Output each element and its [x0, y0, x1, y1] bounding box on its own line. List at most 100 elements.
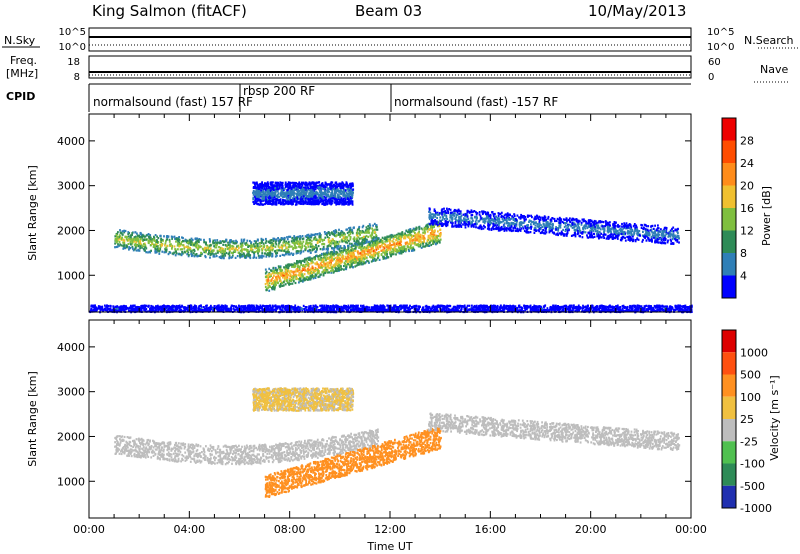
data-cell — [313, 247, 316, 251]
data-cell — [295, 201, 298, 204]
data-cell — [356, 228, 359, 231]
data-cell — [299, 186, 302, 189]
data-cell — [393, 249, 396, 252]
data-cell — [338, 198, 341, 201]
data-cell — [272, 239, 275, 242]
data-cell — [216, 249, 219, 252]
data-cell — [185, 245, 188, 249]
data-cell — [349, 197, 352, 200]
data-cell — [303, 260, 306, 263]
data-cell — [321, 243, 323, 246]
data-cell — [327, 244, 330, 247]
data-cell — [657, 227, 660, 230]
data-cell — [361, 250, 364, 254]
data-cell — [365, 226, 368, 229]
data-cell — [355, 245, 358, 248]
data-cell — [322, 270, 325, 274]
data-cell — [185, 250, 188, 253]
data-cell — [554, 219, 556, 223]
data-cell — [428, 244, 431, 247]
data-cell — [293, 242, 295, 245]
data-cell — [208, 250, 210, 253]
data-cell — [151, 242, 154, 245]
data-cell — [395, 253, 397, 256]
data-cell — [331, 238, 334, 241]
data-cell — [299, 246, 302, 249]
data-cell — [528, 219, 531, 222]
data-cell — [335, 245, 338, 248]
data-cell — [138, 235, 141, 239]
data-cell — [277, 244, 280, 247]
data-cell — [298, 197, 300, 200]
data-cell — [526, 229, 528, 232]
data-cell — [281, 184, 284, 187]
data-cell — [122, 247, 125, 250]
data-cell — [360, 263, 363, 266]
data-cell — [343, 189, 345, 193]
data-cell — [196, 240, 198, 244]
data-cell — [261, 249, 264, 252]
data-cell — [321, 198, 324, 201]
data-cell — [353, 239, 356, 242]
data-cell — [293, 270, 295, 273]
data-cell — [652, 236, 655, 239]
data-cell — [285, 264, 287, 267]
data-cell — [331, 184, 334, 187]
data-cell — [361, 243, 363, 246]
data-cell — [459, 219, 462, 222]
data-cell — [229, 245, 232, 248]
data-cell — [310, 271, 313, 275]
data-cell — [361, 254, 364, 257]
data-cell — [259, 183, 261, 186]
data-cell — [311, 185, 314, 188]
data-cell — [304, 199, 307, 202]
data-cell — [268, 200, 271, 203]
data-cell — [321, 271, 324, 274]
data-cell — [267, 286, 270, 289]
data-cell — [276, 190, 279, 193]
data-cell — [334, 241, 336, 245]
data-cell — [390, 233, 393, 237]
data-cell — [345, 265, 348, 268]
data-cell — [587, 220, 590, 223]
data-cell — [267, 248, 269, 251]
data-cell — [136, 244, 138, 247]
data-cell — [303, 191, 306, 194]
data-cell — [292, 183, 295, 186]
data-cell — [389, 242, 391, 245]
data-cell — [272, 244, 275, 247]
data-cell — [331, 189, 334, 192]
data-cell — [308, 202, 311, 206]
data-cell — [346, 251, 348, 254]
data-cell — [317, 257, 320, 260]
data-cell — [342, 232, 345, 236]
data-cell — [140, 233, 143, 236]
data-cell — [281, 282, 283, 285]
data-cell — [145, 238, 148, 241]
data-cell — [371, 237, 374, 240]
data-cell — [329, 262, 332, 265]
data-cell — [329, 194, 332, 198]
data-cell — [271, 276, 274, 279]
data-cell — [295, 252, 298, 255]
data-cell — [309, 234, 311, 238]
data-cell — [256, 242, 259, 246]
data-cell — [268, 252, 271, 255]
data-cell — [375, 258, 378, 261]
data-cell — [316, 261, 318, 264]
data-cell — [351, 194, 353, 197]
data-cell — [119, 237, 121, 240]
data-cell — [255, 191, 258, 194]
data-cell — [289, 282, 292, 285]
data-cell — [287, 266, 290, 270]
data-cell — [280, 183, 283, 186]
data-cell — [315, 200, 317, 204]
data-cell — [277, 202, 280, 205]
data-cell — [134, 244, 136, 247]
data-cell — [351, 184, 354, 188]
data-cell — [311, 266, 314, 269]
data-cell — [290, 252, 293, 255]
data-cell — [203, 238, 205, 241]
data-cell — [325, 194, 328, 197]
data-cell — [337, 194, 339, 197]
